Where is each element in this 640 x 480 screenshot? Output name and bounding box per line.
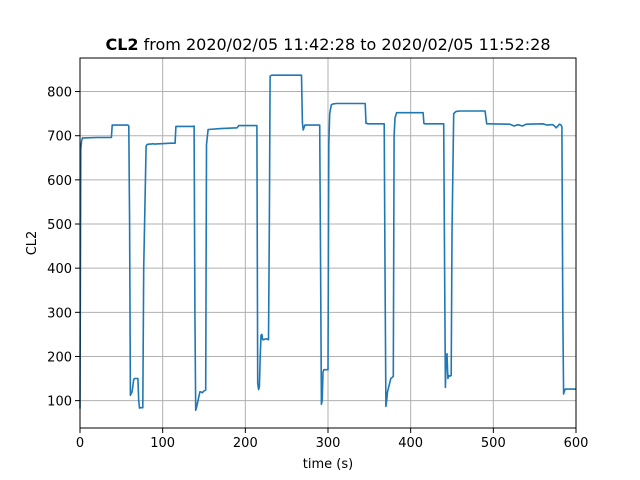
series-line [79,74,576,412]
x-axis-label: time (s) [303,457,353,472]
y-tick-label: 700 [47,130,72,145]
y-axis-label: CL2 [25,231,40,256]
chart-title-rest: from 2020/02/05 11:42:28 to 2020/02/05 1… [139,35,551,54]
x-tick-label: 300 [316,436,341,451]
x-axis: 0 100 200 300 400 500 600 [76,428,589,451]
chart-title-bold: CL2 [105,35,138,54]
x-tick-label: 400 [398,436,423,451]
y-tick-label: 800 [47,86,72,101]
y-tick-label: 500 [47,218,72,233]
y-tick-label: 200 [47,350,72,365]
x-tick-label: 0 [76,436,84,451]
y-axis: 100 200 300 400 500 600 700 800 [47,86,80,410]
x-tick-label: 600 [564,436,589,451]
y-tick-label: 400 [47,262,72,277]
y-tick-label: 600 [47,174,72,189]
x-tick-label: 200 [233,436,258,451]
x-tick-label: 100 [150,436,175,451]
chart-title: CL2 from 2020/02/05 11:42:28 to 2020/02/… [105,35,550,54]
series-layer [79,74,576,412]
x-tick-label: 500 [481,436,506,451]
y-tick-label: 100 [47,395,72,410]
y-tick-label: 300 [47,306,72,321]
